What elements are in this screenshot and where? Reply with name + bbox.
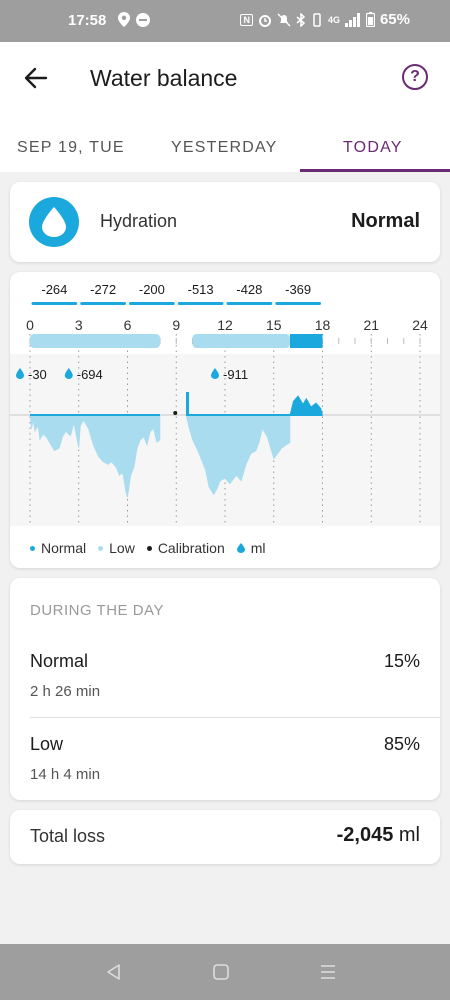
location-icon bbox=[118, 12, 130, 27]
x-tick-label: 21 bbox=[363, 317, 379, 333]
bluetooth-icon bbox=[296, 12, 306, 27]
app-header: Water balance ? bbox=[0, 42, 450, 122]
segment-total-label: -264 bbox=[41, 282, 67, 297]
total-loss-card: Total loss -2,045 ml bbox=[10, 810, 440, 864]
legend-low: Low bbox=[98, 540, 135, 556]
normal-row-percent: 15% bbox=[383, 651, 420, 671]
intake-label: -694 bbox=[77, 367, 103, 382]
row-divider bbox=[30, 717, 440, 718]
segment-bar bbox=[31, 302, 78, 305]
status-right-icons: N 4G 65% bbox=[240, 11, 410, 28]
water-drop-icon bbox=[29, 197, 79, 247]
status-left-icons bbox=[118, 12, 150, 27]
segment-bar bbox=[129, 302, 175, 305]
tab-sep-19[interactable]: SEP 19, TUE bbox=[17, 139, 125, 156]
normal-balance-area bbox=[289, 395, 323, 416]
status-bar: 17:58 N 4G 65% bbox=[0, 0, 450, 42]
mute-icon bbox=[277, 12, 291, 27]
battery-icon bbox=[365, 12, 375, 27]
low-balance-area bbox=[185, 414, 291, 496]
x-tick-label: 24 bbox=[412, 317, 428, 333]
calibration-step bbox=[186, 392, 189, 415]
segment-bar bbox=[80, 302, 126, 305]
low-row-duration: 14 h 4 min bbox=[30, 766, 101, 783]
low-row-percent: 85% bbox=[383, 734, 420, 754]
back-arrow-icon[interactable] bbox=[22, 64, 50, 92]
segment-bar bbox=[275, 302, 321, 305]
low-balance-area bbox=[29, 414, 161, 498]
nfc-icon: N bbox=[240, 13, 253, 26]
x-tick-label: 9 bbox=[172, 317, 180, 333]
x-tick-label: 12 bbox=[217, 317, 233, 333]
battery-level: 65% bbox=[379, 11, 410, 28]
segment-total-label: -428 bbox=[236, 282, 262, 297]
network-type: 4G bbox=[327, 14, 340, 25]
alarm-icon bbox=[258, 14, 271, 27]
legend-calibration: Calibration bbox=[146, 540, 225, 556]
total-loss-value: -2,045 ml bbox=[337, 824, 420, 847]
total-loss-label: Total loss bbox=[30, 826, 106, 846]
segment-bar bbox=[177, 302, 224, 305]
segment-total-label: -272 bbox=[90, 282, 116, 297]
normal-row-duration: 2 h 26 min bbox=[30, 683, 101, 700]
vibrate-icon bbox=[313, 12, 321, 27]
system-nav-bar bbox=[0, 944, 450, 1000]
intake-label: -911 bbox=[223, 367, 248, 382]
x-tick-label: 15 bbox=[266, 317, 282, 333]
x-tick-label: 0 bbox=[26, 317, 34, 333]
water-balance-chart[interactable]: -264 -272 -200 -513 -428 -369 0 3 6 9 12 15 18 21 24 -3… bbox=[10, 272, 440, 534]
x-tick-label: 3 bbox=[75, 317, 83, 333]
hydration-card[interactable]: Hydration Normal bbox=[10, 182, 440, 262]
segment-total-label: -513 bbox=[188, 282, 214, 297]
section-title: DURING THE DAY bbox=[30, 602, 164, 619]
low-state-band bbox=[192, 334, 290, 348]
notification-icon bbox=[136, 12, 150, 27]
page-title: Water balance bbox=[90, 65, 238, 91]
segment-bar bbox=[226, 302, 273, 305]
date-tabs: SEP 19, TUE YESTERDAY TODAY bbox=[0, 122, 450, 172]
legend-normal: Normal bbox=[30, 540, 86, 556]
x-tick-label: 18 bbox=[315, 317, 331, 333]
tab-today[interactable]: TODAY bbox=[343, 139, 403, 156]
total-loss-number: -2,045 bbox=[336, 824, 394, 846]
chart-legend: Normal Low Calibration ml bbox=[30, 540, 270, 556]
hydration-status: Normal bbox=[351, 210, 420, 232]
intake-drop-icon bbox=[64, 368, 73, 379]
nav-back-icon[interactable] bbox=[104, 962, 124, 982]
normal-row-name: Normal bbox=[30, 651, 89, 671]
nav-menu-icon[interactable] bbox=[318, 962, 338, 982]
legend-ml: ml bbox=[236, 540, 266, 556]
tab-yesterday[interactable]: YESTERDAY bbox=[171, 139, 278, 156]
during-day-card: DURING THE DAY Normal 2 h 26 min 15% Low… bbox=[10, 578, 440, 800]
intake-drop-icon bbox=[211, 368, 219, 379]
total-loss-unit: ml bbox=[398, 824, 420, 846]
intake-drop-icon bbox=[16, 368, 24, 379]
help-icon[interactable]: ? bbox=[402, 64, 428, 90]
signal-icon bbox=[344, 12, 360, 27]
x-tick-label: 6 bbox=[124, 317, 132, 333]
hydration-label: Hydration bbox=[100, 211, 178, 231]
normal-state-band bbox=[290, 334, 323, 348]
water-balance-chart-card: -264 -272 -200 -513 -428 -369 0 3 6 9 12 15 18 21 24 -3… bbox=[10, 272, 440, 568]
active-tab-indicator bbox=[300, 169, 450, 172]
low-state-band bbox=[30, 334, 160, 348]
low-row-name: Low bbox=[30, 734, 64, 754]
legend-calibration-dot bbox=[146, 545, 152, 551]
legend-drop-icon bbox=[236, 543, 245, 553]
intake-label: -30 bbox=[28, 367, 47, 382]
legend-low-dot bbox=[98, 545, 104, 551]
legend-normal-dot bbox=[30, 545, 35, 551]
calibration-point bbox=[173, 411, 178, 415]
segment-total-label: -200 bbox=[139, 282, 165, 297]
status-time: 17:58 bbox=[68, 12, 107, 29]
nav-home-icon[interactable] bbox=[211, 962, 231, 982]
segment-total-label: -369 bbox=[285, 282, 311, 297]
